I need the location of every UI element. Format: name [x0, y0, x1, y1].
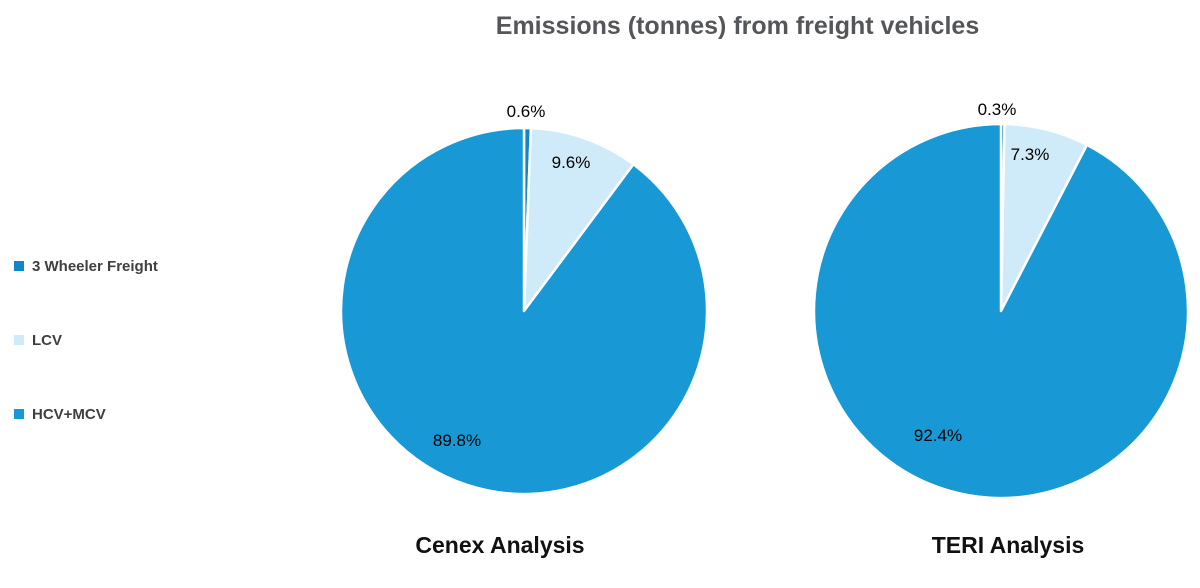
- chart-title: Emissions (tonnes) from freight vehicles: [495, 12, 980, 40]
- legend-swatch-icon: [14, 409, 24, 419]
- pie-slice-hcv-mcv: [812, 122, 1190, 500]
- legend-item-hcv-mcv: HCV+MCV: [14, 404, 106, 424]
- pie-slice-lcv: [522, 126, 635, 313]
- legend-item-lcv: LCV: [14, 330, 62, 350]
- axis-title-cenex: Cenex Analysis: [415, 532, 585, 558]
- data-label-3-wheeler-freight: 0.6%: [506, 102, 546, 121]
- legend-swatch-icon: [14, 335, 24, 345]
- pie-svg: [339, 126, 709, 496]
- legend-item-3-wheeler-freight: 3 Wheeler Freight: [14, 256, 158, 276]
- data-label-hcv-mcv: 92.4%: [913, 426, 963, 445]
- pie-chart-teri: 0.3% 7.3% 92.4%: [792, 100, 1200, 520]
- pie-slice-hcv-mcv: [339, 126, 709, 496]
- pie-chart-cenex: 0.6% 9.6% 89.8%: [319, 102, 729, 516]
- legend-item-label: 3 Wheeler Freight: [32, 257, 158, 275]
- legend-item-label: LCV: [32, 331, 62, 349]
- axis-title-teri: TERI Analysis: [931, 532, 1085, 558]
- data-label-lcv: 9.6%: [551, 153, 591, 172]
- legend: 3 Wheeler Freight LCV HCV+MCV: [14, 0, 244, 588]
- legend-item-label: HCV+MCV: [32, 405, 106, 423]
- data-label-3-wheeler-freight: 0.3%: [977, 100, 1017, 119]
- data-label-lcv: 7.3%: [1010, 145, 1050, 164]
- pie-svg: [812, 122, 1190, 500]
- data-label-hcv-mcv: 89.8%: [432, 431, 482, 450]
- legend-swatch-icon: [14, 261, 24, 271]
